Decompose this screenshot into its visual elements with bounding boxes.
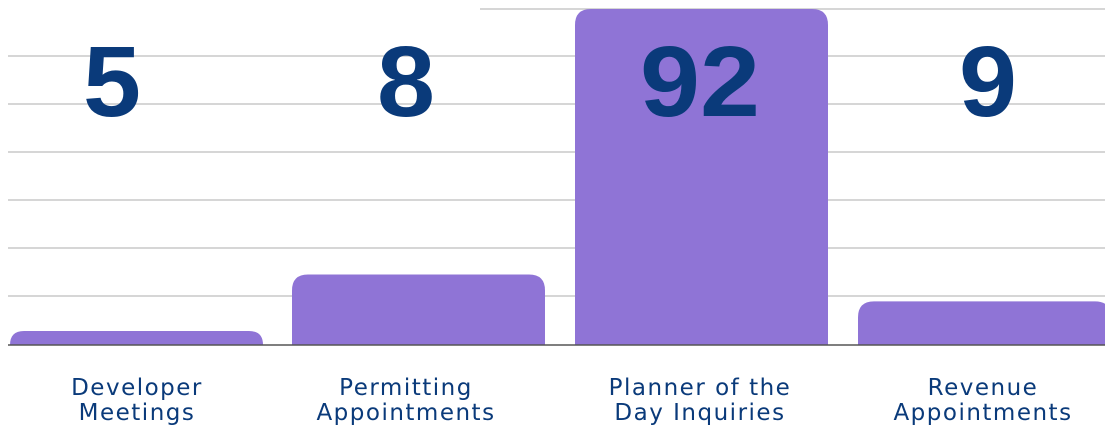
category-label-4: Revenue Appointments	[893, 375, 1072, 426]
category-label-1: Developer Meetings	[71, 375, 203, 426]
category-label-line: Appointments	[316, 400, 495, 426]
category-label-2: Permitting Appointments	[316, 375, 495, 426]
bar-4	[858, 301, 1105, 345]
category-label-line: Day Inquiries	[614, 400, 785, 426]
category-label-line: Revenue	[928, 375, 1039, 401]
bars	[10, 9, 1105, 345]
category-label-line: Meetings	[79, 400, 196, 426]
bar-2	[292, 274, 545, 345]
category-label-line: Appointments	[893, 400, 1072, 426]
value-label-2: 8	[377, 26, 435, 138]
value-labels: 5 8 92 9	[83, 26, 1017, 138]
value-label-1: 5	[83, 26, 141, 138]
category-label-3: Planner of the Day Inquiries	[609, 375, 792, 426]
bar-3	[575, 9, 828, 345]
category-label-line: Permitting	[339, 375, 473, 401]
category-label-line: Developer	[71, 375, 203, 401]
value-label-4: 9	[959, 26, 1017, 138]
value-label-3: 92	[640, 26, 760, 138]
bar-1	[10, 331, 263, 345]
gridlines	[8, 8, 1105, 297]
category-label-line: Planner of the	[609, 375, 792, 401]
